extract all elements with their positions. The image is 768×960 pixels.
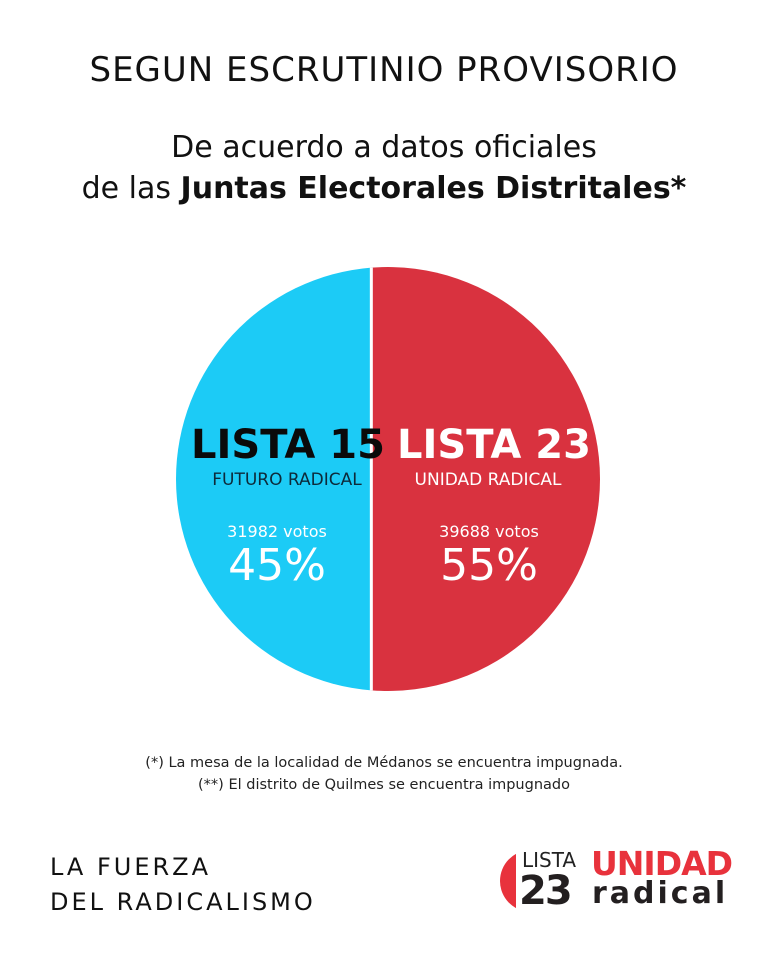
percent-label-lista-23: 55% [440,540,538,591]
percent-label-lista-15: 45% [228,540,326,591]
slice-label-lista-15: LISTA 15 [191,422,385,468]
pie-slice-lista-23 [371,267,600,691]
footnote-1: (*) La mesa de la localidad de Médanos s… [145,755,623,771]
slogan: LA FUERZA DEL RADICALISMO [50,850,316,920]
lista-23-logo: LISTA 23 UNIDAD radical [500,844,733,914]
slogan-line-2: DEL RADICALISMO [50,888,316,916]
subtitle-line-1: De acuerdo a datos oficiales [171,130,597,165]
logo-unidad: UNIDAD [591,844,733,883]
page-title: SEGUN ESCRUTINIO PROVISORIO [89,50,679,90]
pie-slice-lista-15 [175,267,372,691]
slice-sublabel-lista-15: FUTURO RADICAL [212,470,362,490]
slogan-line-1: LA FUERZA [50,853,212,881]
slice-sublabel-lista-23: UNIDAD RADICAL [415,470,562,490]
logo-arc-icon [500,850,516,912]
slice-label-lista-23: LISTA 23 [397,422,591,468]
footnote-2: (**) El distrito de Quilmes se encuentra… [198,777,570,793]
subtitle-line-2: de las Juntas Electorales Distritales* [0,168,768,209]
subtitle: De acuerdo a datos oficiales de las Junt… [0,127,768,209]
votes-label-lista-15: 31982 votos [227,522,327,541]
subtitle-prefix: de las [81,171,181,206]
votes-label-lista-23: 39688 votos [439,522,539,541]
logo-number: 23 [519,868,573,914]
footnotes: (*) La mesa de la localidad de Médanos s… [0,752,768,796]
logo-lista: LISTA [522,848,577,872]
logo-radical: radical [592,876,729,911]
subtitle-bold: Juntas Electorales Distritales* [180,171,687,206]
